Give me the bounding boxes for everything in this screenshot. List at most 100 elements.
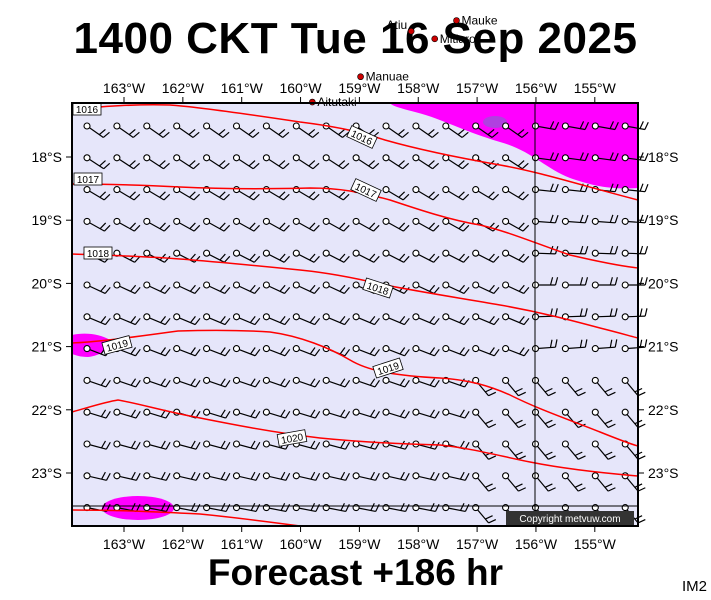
lon-label-top: 160°W [279, 80, 322, 96]
wind-barb [173, 440, 201, 450]
wind-barb [143, 122, 170, 138]
wind-barb [203, 313, 231, 326]
places: AitutakiManuaeAtiuMitiaroMaukeRarotongaM… [309, 13, 498, 109]
wind-barb [262, 408, 291, 419]
wind-barb [83, 471, 111, 481]
wind-barb [203, 471, 231, 481]
wind-barb [113, 408, 141, 419]
wind-barb [442, 471, 470, 481]
wind-barb [502, 186, 529, 201]
wind-barb [502, 376, 526, 397]
lon-label-bottom: 156°W [515, 536, 558, 552]
wind-barb [352, 154, 380, 170]
wind-barb [292, 313, 321, 326]
wind-barb [232, 440, 261, 450]
wind-barb [143, 154, 170, 170]
wind-barb [352, 376, 380, 388]
wind-barb [502, 217, 530, 232]
lat-label-left: 23°S [31, 465, 62, 481]
svg-text:1017: 1017 [77, 175, 100, 186]
isobar-line [71, 509, 301, 527]
lon-label-bottom: 160°W [279, 536, 322, 552]
wind-barb [382, 313, 410, 326]
wind-barb [382, 376, 410, 388]
wind-barb [143, 313, 171, 326]
wind-barb [352, 440, 380, 450]
wind-barb [621, 214, 649, 225]
wind-barb [203, 376, 231, 388]
place-name: Mauke [462, 13, 498, 27]
lon-label-top: 159°W [338, 80, 381, 96]
wind-barb [203, 249, 231, 263]
wind-barb [442, 313, 470, 326]
wind-barb [232, 186, 260, 201]
wind-barb [472, 249, 500, 263]
wind-barb [472, 313, 500, 326]
forecast-hour-label: Forecast +186 hr [207, 552, 504, 593]
wind-barb [173, 313, 201, 326]
wind-barb [591, 214, 619, 225]
wind-barb [173, 122, 200, 138]
place-name: Mitiaro [440, 32, 476, 46]
wind-barb [382, 122, 409, 138]
wind-barb [173, 345, 201, 357]
wind-barb [143, 440, 171, 450]
isobar-line [71, 399, 639, 477]
wind-barb [352, 217, 380, 232]
wind-barb [262, 345, 291, 357]
wind-barb [472, 186, 500, 201]
isobar-label: 1016 [72, 102, 102, 116]
wind-barb [442, 186, 470, 201]
place-name: Manuae [366, 70, 410, 84]
wind-barb [442, 281, 470, 294]
wind-barb [232, 345, 261, 357]
wind-barb [173, 217, 201, 232]
wind-barb [322, 313, 351, 326]
wind-barb [292, 281, 321, 294]
lon-label-top: 161°W [221, 80, 264, 96]
wind-barb [322, 408, 351, 419]
wind-barb [292, 471, 321, 481]
wind-barb [352, 313, 380, 326]
wind-barb [621, 308, 648, 321]
wind-barb [173, 154, 200, 170]
wind-barb [173, 281, 201, 294]
wind-barb [83, 281, 111, 294]
wind-barb [292, 376, 321, 388]
wind-barb [113, 376, 141, 388]
wind-barb [322, 376, 351, 388]
wind-barb [83, 186, 111, 201]
lat-label-left: 21°S [31, 339, 62, 355]
wind-barb [173, 186, 201, 201]
wind-barb [621, 152, 649, 162]
map-frame [71, 102, 639, 527]
wind-barb [412, 122, 439, 138]
wind-barb [382, 154, 410, 170]
lon-label-bottom: 163°W [103, 536, 146, 552]
wind-barb [502, 408, 526, 429]
wind-barb [322, 122, 350, 138]
wind-barb [561, 152, 589, 162]
town-marker [357, 73, 364, 81]
wind-barb [203, 440, 231, 450]
wind-barb [561, 277, 589, 289]
wind-barb [502, 281, 530, 294]
wind-barb [292, 154, 320, 170]
wind-barb [203, 408, 231, 419]
town-marker [407, 27, 415, 35]
wind-barb [292, 408, 321, 419]
wind-barb [322, 217, 350, 232]
wind-barb [203, 217, 231, 232]
lon-label-top: 162°W [162, 80, 205, 96]
wind-barb [442, 217, 470, 232]
isobar-label: 1020 [276, 429, 308, 447]
wind-barb [143, 186, 171, 201]
wind-barb [591, 472, 616, 492]
wind-barb [382, 345, 410, 357]
place-name: Atiu [387, 18, 408, 32]
wind-barb [561, 339, 588, 353]
wind-barb [352, 345, 380, 357]
wind-barb [442, 345, 470, 357]
wind-barb [472, 472, 497, 492]
